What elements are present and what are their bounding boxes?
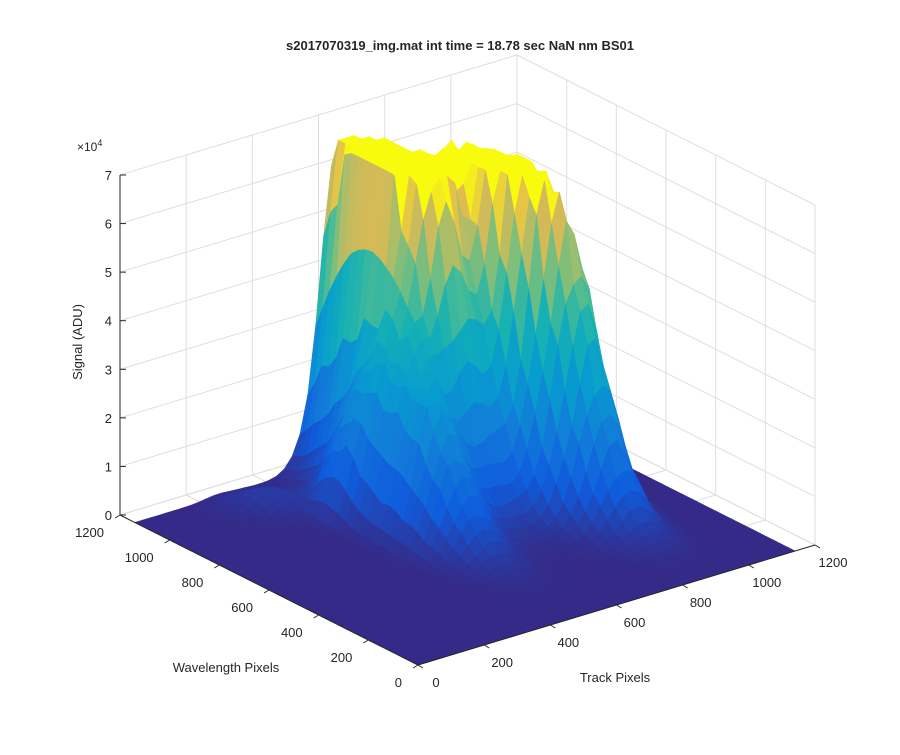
chart-title: s2017070319_img.mat int time = 18.78 sec…: [286, 38, 634, 53]
back-wall-grid-horizontal: [119, 54, 518, 176]
y-tick-label: 600: [231, 600, 253, 615]
x-tick-label: 1200: [819, 555, 848, 570]
axes: [114, 174, 821, 669]
y-tick-mark: [412, 664, 419, 669]
x-tick-mark: [550, 624, 556, 629]
x-tick-label: 400: [557, 635, 579, 650]
tick-labels: 0200400600800100012000200400600800100012…: [75, 168, 847, 690]
x-tick-mark: [616, 604, 622, 609]
x-tick-mark: [748, 564, 755, 569]
side-wall-grid-horizontal: [516, 103, 816, 255]
x-tick-label: 0: [432, 675, 439, 690]
y-tick-label: 400: [281, 625, 303, 640]
y-tick-mark: [164, 539, 170, 544]
x-tick-label: 200: [491, 655, 513, 670]
x-tick-mark: [682, 584, 688, 589]
x-axis-label: Track Pixels: [580, 670, 651, 685]
x-tick-mark: [483, 644, 490, 649]
z-tick-label: 4: [105, 314, 112, 329]
z-tick-label: 2: [105, 411, 112, 426]
y-tick-mark: [114, 514, 121, 519]
y-axis-label: Wavelength Pixels: [173, 660, 280, 675]
side-wall-grid-horizontal: [516, 54, 816, 206]
x-tick-mark: [417, 664, 424, 669]
z-exponent-power: 4: [97, 138, 102, 148]
z-exponent-base: ×10: [77, 140, 98, 154]
x-tick-label: 1000: [752, 575, 781, 590]
z-tick-label: 3: [105, 362, 112, 377]
y-tick-label: 800: [182, 575, 204, 590]
z-axis-label: Signal (ADU): [70, 304, 85, 380]
y-tick-label: 1000: [125, 550, 154, 565]
back-wall-grid-horizontal: [119, 103, 518, 225]
z-tick-label: 7: [105, 168, 112, 183]
y-tick-label: 1200: [75, 525, 104, 540]
y-tick-label: 200: [331, 650, 353, 665]
y-tick-mark: [363, 639, 369, 644]
z-tick-label: 0: [105, 508, 112, 523]
z-tick-label: 6: [105, 217, 112, 232]
x-tick-label: 800: [690, 595, 712, 610]
side-wall-grid-horizontal: [516, 151, 816, 303]
x-tick-mark: [814, 544, 821, 549]
y-tick-mark: [313, 614, 319, 619]
z-exponent-label: ×104: [77, 138, 102, 154]
y-tick-mark: [214, 564, 220, 569]
y-tick-label: 0: [395, 675, 402, 690]
z-tick-label: 5: [105, 265, 112, 280]
x-tick-label: 600: [624, 615, 646, 630]
y-tick-mark: [263, 589, 270, 594]
z-tick-label: 1: [105, 459, 112, 474]
